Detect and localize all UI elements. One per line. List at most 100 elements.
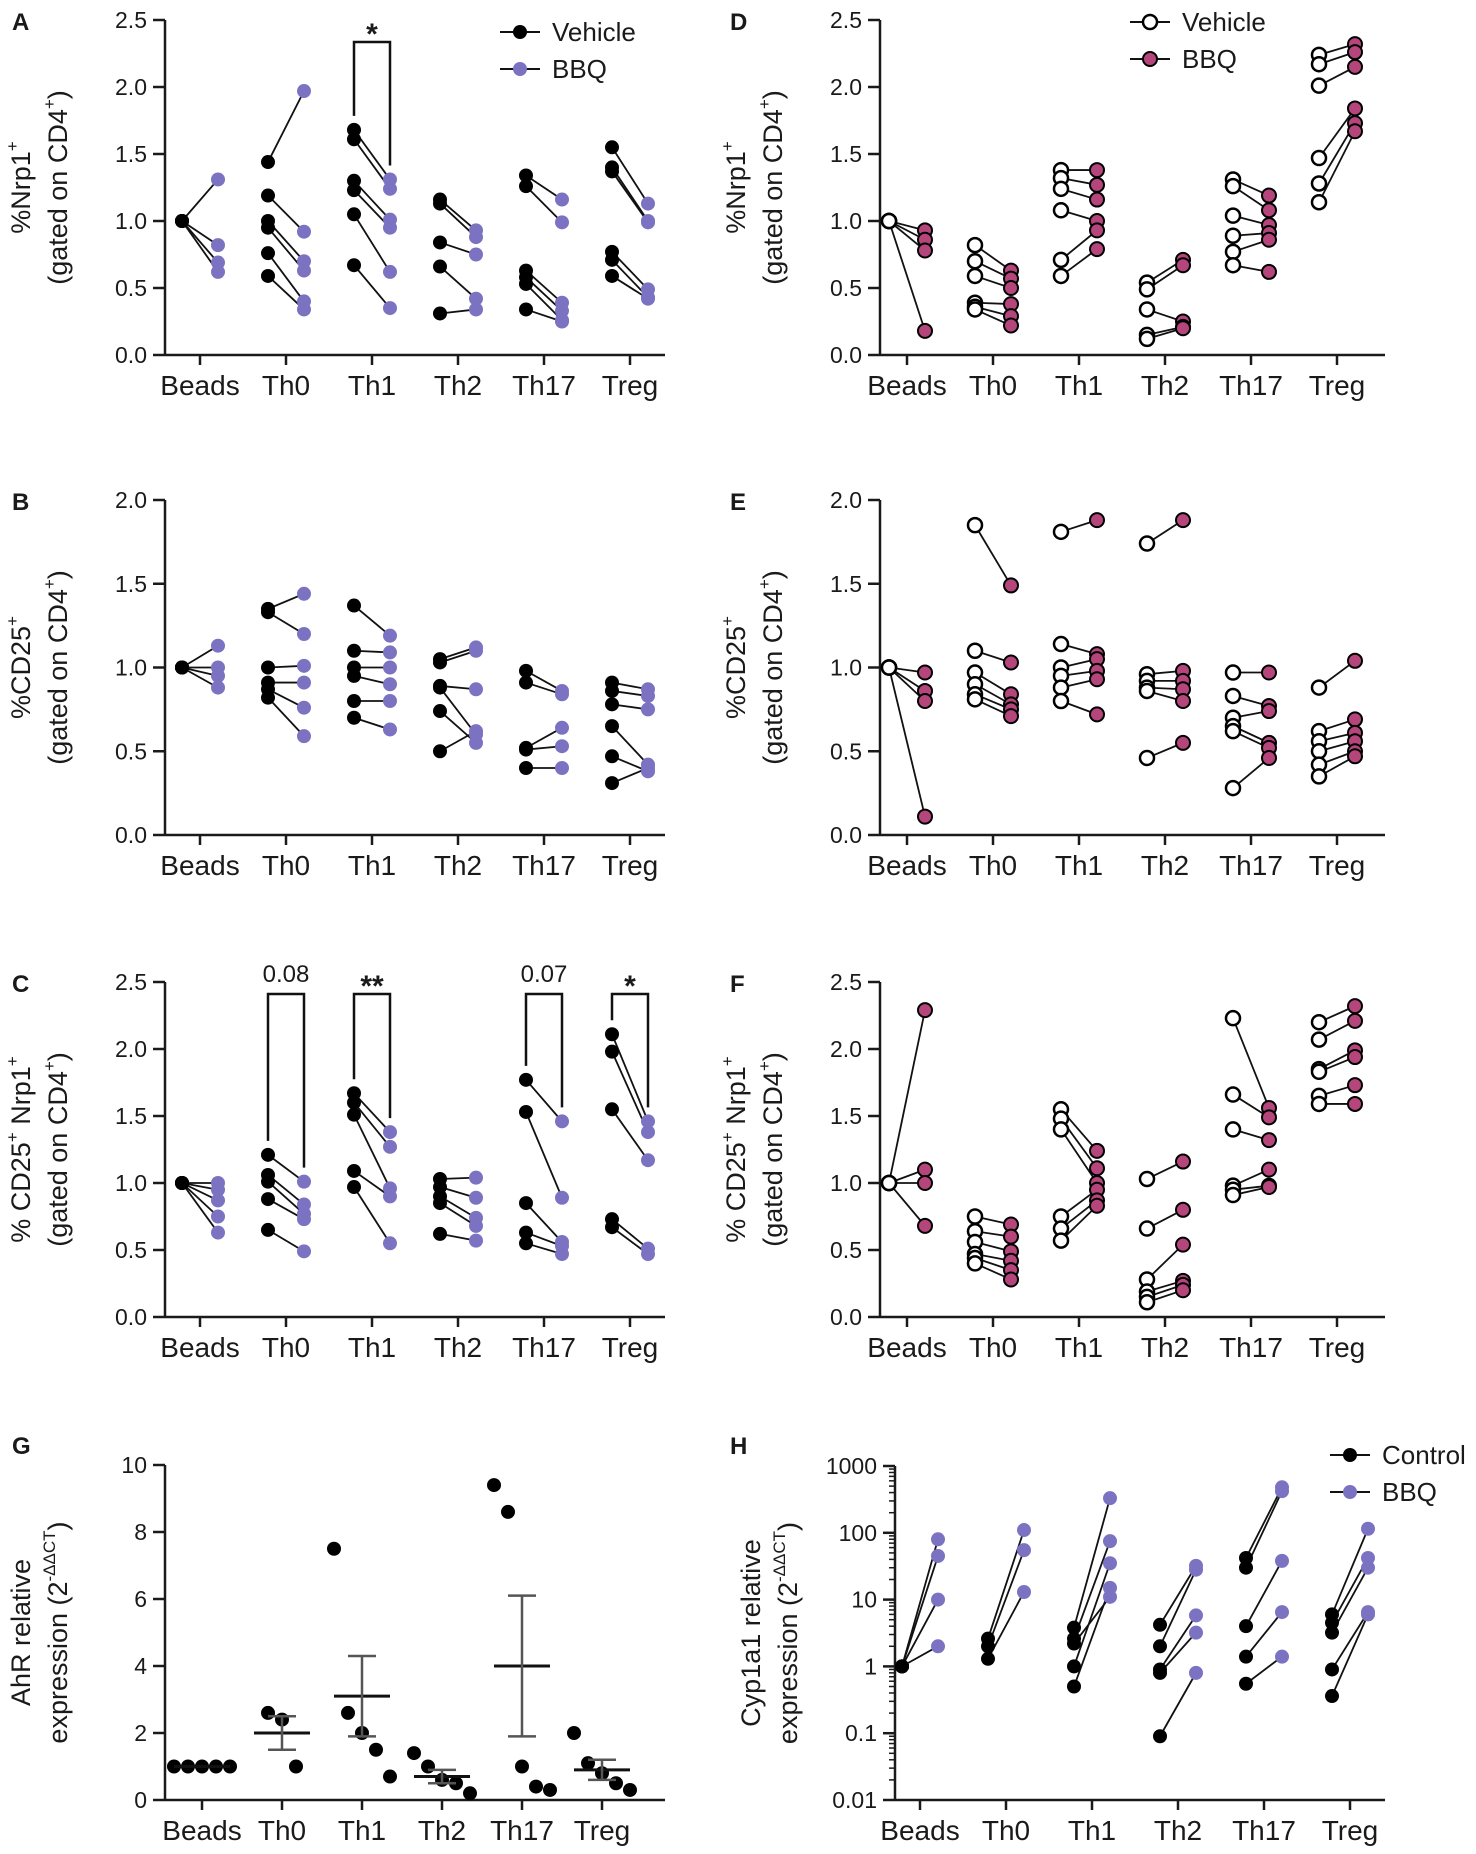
bbq-point bbox=[211, 638, 225, 653]
vehicle-point bbox=[1224, 256, 1242, 274]
vehicle-point bbox=[433, 235, 447, 250]
pair-line bbox=[1245, 1560, 1283, 1627]
bbq-point bbox=[1089, 241, 1105, 258]
bbq-point bbox=[1261, 1109, 1277, 1126]
vehicle-point bbox=[261, 246, 275, 261]
vehicle-point bbox=[966, 252, 984, 270]
pair-line bbox=[1331, 1611, 1369, 1670]
bbq-point bbox=[1261, 749, 1277, 766]
vehicle-point bbox=[433, 306, 447, 321]
y-tick-label: 1.5 bbox=[830, 1103, 862, 1129]
vehicle-point bbox=[1310, 149, 1328, 167]
vehicle-point bbox=[966, 516, 984, 534]
bbq-point bbox=[1361, 1560, 1375, 1575]
x-tick-label: Th0 bbox=[262, 1332, 310, 1363]
y-tick-label: 1.5 bbox=[115, 1103, 147, 1129]
vehicle-point bbox=[519, 675, 533, 690]
y-tick-label: 2.0 bbox=[115, 1036, 147, 1062]
y-tick-label: 10 bbox=[851, 1587, 877, 1613]
bbq-point bbox=[555, 761, 569, 775]
vehicle-point bbox=[1224, 1009, 1242, 1027]
bbq-point bbox=[1275, 1484, 1289, 1499]
panel-label: E bbox=[730, 489, 746, 516]
y-tick-label: 0.01 bbox=[832, 1787, 877, 1813]
significance-bracket bbox=[266, 992, 306, 1168]
vehicle-point bbox=[1138, 749, 1156, 767]
vehicle-point bbox=[347, 1095, 361, 1110]
bbq-point bbox=[211, 1182, 225, 1197]
bbq-point bbox=[297, 84, 311, 99]
significance-label: * bbox=[624, 970, 636, 1003]
legend-marker-bbq bbox=[1343, 1485, 1357, 1499]
x-tick-label: Th1 bbox=[348, 850, 396, 881]
bbq-point bbox=[297, 224, 311, 239]
panel-d: D 0.0 0.5 1.0 1.5 2.0 2.5 Beads Th0 Th1 Th2 Th17 Tre… bbox=[718, 7, 1385, 401]
vehicle-point bbox=[347, 598, 361, 613]
vehicle-point bbox=[175, 214, 189, 228]
x-tick-label: Th17 bbox=[490, 1815, 554, 1846]
vehicle-point bbox=[1325, 1662, 1339, 1677]
y-axis-label-line2: expression (2-ΔΔCT) bbox=[40, 1521, 73, 1743]
significance-bracket bbox=[352, 992, 392, 1119]
bbq-point bbox=[383, 1189, 397, 1204]
bbq-point bbox=[1003, 280, 1019, 296]
bbq-point bbox=[917, 242, 933, 259]
vehicle-point bbox=[1138, 1220, 1156, 1237]
x-tick-label: Th17 bbox=[1232, 1815, 1296, 1846]
vehicle-point bbox=[1224, 227, 1242, 244]
vehicle-point bbox=[1067, 1679, 1081, 1694]
vehicle-point bbox=[519, 761, 533, 775]
significance-label: ** bbox=[360, 970, 384, 1003]
pair-line bbox=[611, 1108, 649, 1161]
x-tick-label: Treg bbox=[1322, 1815, 1379, 1846]
significance-label: * bbox=[366, 18, 378, 51]
bbq-point bbox=[211, 264, 225, 279]
y-tick-label: 0.0 bbox=[115, 342, 147, 368]
y-tick-label: 0.5 bbox=[830, 1237, 862, 1263]
y-tick-label: 10 bbox=[121, 1452, 147, 1478]
y-tick-label: 1.5 bbox=[830, 141, 862, 167]
x-tick-label: Treg bbox=[574, 1815, 631, 1846]
vehicle-point bbox=[347, 710, 361, 725]
bbq-point bbox=[917, 1002, 933, 1019]
bbq-point bbox=[469, 1190, 483, 1205]
bbq-point bbox=[917, 693, 933, 709]
y-tick-label: 100 bbox=[839, 1520, 877, 1546]
vehicle-point bbox=[519, 168, 533, 183]
vehicle-point bbox=[1138, 535, 1156, 552]
pair-line bbox=[987, 1549, 1025, 1647]
x-tick-label: Th1 bbox=[338, 1815, 386, 1846]
x-tick-label: Treg bbox=[602, 850, 659, 881]
bbq-point bbox=[1103, 1534, 1117, 1549]
bbq-point bbox=[297, 729, 311, 744]
vehicle-point bbox=[1239, 1649, 1253, 1664]
y-tick-label: 0.0 bbox=[115, 1304, 147, 1330]
bbq-point bbox=[931, 1592, 945, 1607]
bbq-point bbox=[1089, 671, 1105, 688]
vehicle-point bbox=[261, 1174, 275, 1189]
bbq-point bbox=[1347, 1012, 1363, 1029]
bbq-point bbox=[1089, 1142, 1105, 1159]
vehicle-point bbox=[433, 655, 447, 670]
y-axis-label-line2: (gated on CD4+) bbox=[40, 1052, 73, 1247]
panel-g: G 0 2 4 6 8 10 Beads Th0 Th1 Th2 Th17 Treg AhR relati… bbox=[6, 1433, 665, 1846]
x-tick-label: Th2 bbox=[418, 1815, 466, 1846]
x-tick-label: Beads bbox=[160, 1332, 239, 1363]
y-tick-label: 1.0 bbox=[830, 1170, 862, 1196]
bbq-point bbox=[641, 1125, 655, 1140]
panel-h: H 0.01 0.1 1 10 100 1000 Beads Th0 Th1 Th2 Th17 Treg… bbox=[730, 1433, 1466, 1846]
vehicle-point bbox=[605, 140, 619, 155]
data-point bbox=[463, 1786, 477, 1801]
bbq-point bbox=[383, 628, 397, 643]
x-tick-label: Beads bbox=[160, 850, 239, 881]
vehicle-point bbox=[519, 1236, 533, 1251]
vehicle-point bbox=[1067, 1620, 1081, 1635]
vehicle-point bbox=[1138, 330, 1156, 348]
data-point bbox=[261, 1705, 275, 1720]
vehicle-point bbox=[1239, 1676, 1253, 1691]
vehicle-point bbox=[605, 719, 619, 734]
vehicle-point bbox=[605, 268, 619, 283]
vehicle-point bbox=[1325, 1625, 1339, 1640]
vehicle-point bbox=[1052, 251, 1070, 269]
y-tick-label: 4 bbox=[134, 1653, 147, 1679]
